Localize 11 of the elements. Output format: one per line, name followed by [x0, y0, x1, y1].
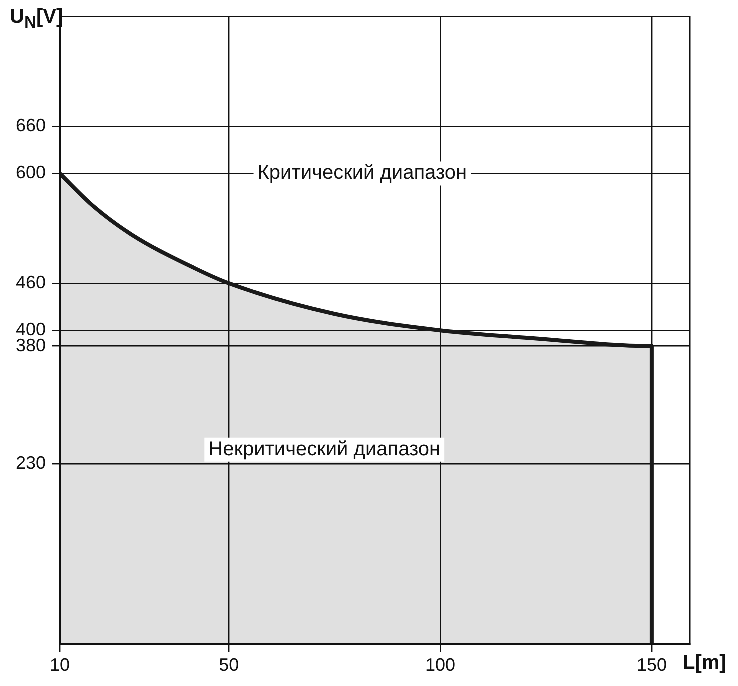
x-axis-title: L[m]	[683, 652, 726, 675]
y-tick-label: 230	[16, 452, 46, 473]
x-tick-label: 100	[426, 655, 456, 676]
annotation: Некритический диапазон	[208, 438, 441, 460]
x-tick-label: 10	[50, 655, 70, 676]
y-tick-label: 660	[16, 116, 46, 136]
y-tick-label: 600	[16, 162, 46, 183]
annotation: Критический диапазон	[258, 162, 468, 184]
x-tick-label: 150	[636, 655, 667, 676]
x-tick-label: 50	[219, 655, 240, 676]
y-tick-label: 460	[16, 272, 46, 292]
